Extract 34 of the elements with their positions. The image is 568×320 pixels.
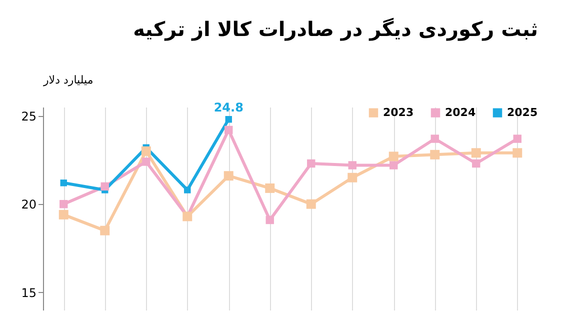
- point: [512, 148, 522, 158]
- point: [471, 148, 481, 158]
- point: [265, 183, 275, 193]
- y-tick-label: 15: [21, 286, 36, 300]
- point: [307, 159, 316, 168]
- point: [224, 171, 234, 181]
- chart-title: ثبت رکوردی دیگر در صادرات کالا از ترکیه: [133, 17, 538, 41]
- legend-label: 2025: [507, 106, 538, 119]
- point: [348, 172, 358, 182]
- point: [390, 161, 398, 170]
- point: [430, 150, 440, 160]
- point: [513, 134, 522, 143]
- point: [306, 199, 316, 209]
- legend-label: 2024: [445, 106, 476, 119]
- point: [141, 146, 151, 156]
- point: [60, 180, 67, 186]
- y-tick-label: 20: [21, 198, 36, 212]
- point: [225, 116, 232, 123]
- point: [224, 126, 233, 134]
- point: [60, 200, 68, 208]
- y-axis-title: میلیارد دلار: [42, 74, 94, 86]
- point: [266, 216, 274, 224]
- point: [142, 158, 150, 166]
- point: [472, 159, 480, 168]
- point: [58, 210, 68, 220]
- point: [184, 186, 191, 194]
- point: [348, 161, 356, 170]
- data-label: 24.8: [214, 100, 244, 114]
- legend-label: 2023: [383, 106, 414, 119]
- point: [100, 182, 109, 191]
- point: [388, 152, 398, 162]
- y-tick-label: 25: [21, 109, 36, 124]
- point: [100, 226, 110, 236]
- point: [430, 134, 439, 143]
